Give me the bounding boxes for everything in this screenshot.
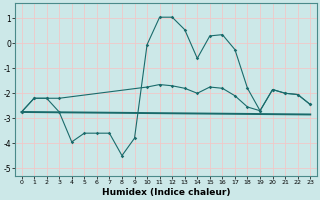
X-axis label: Humidex (Indice chaleur): Humidex (Indice chaleur) [102,188,230,197]
